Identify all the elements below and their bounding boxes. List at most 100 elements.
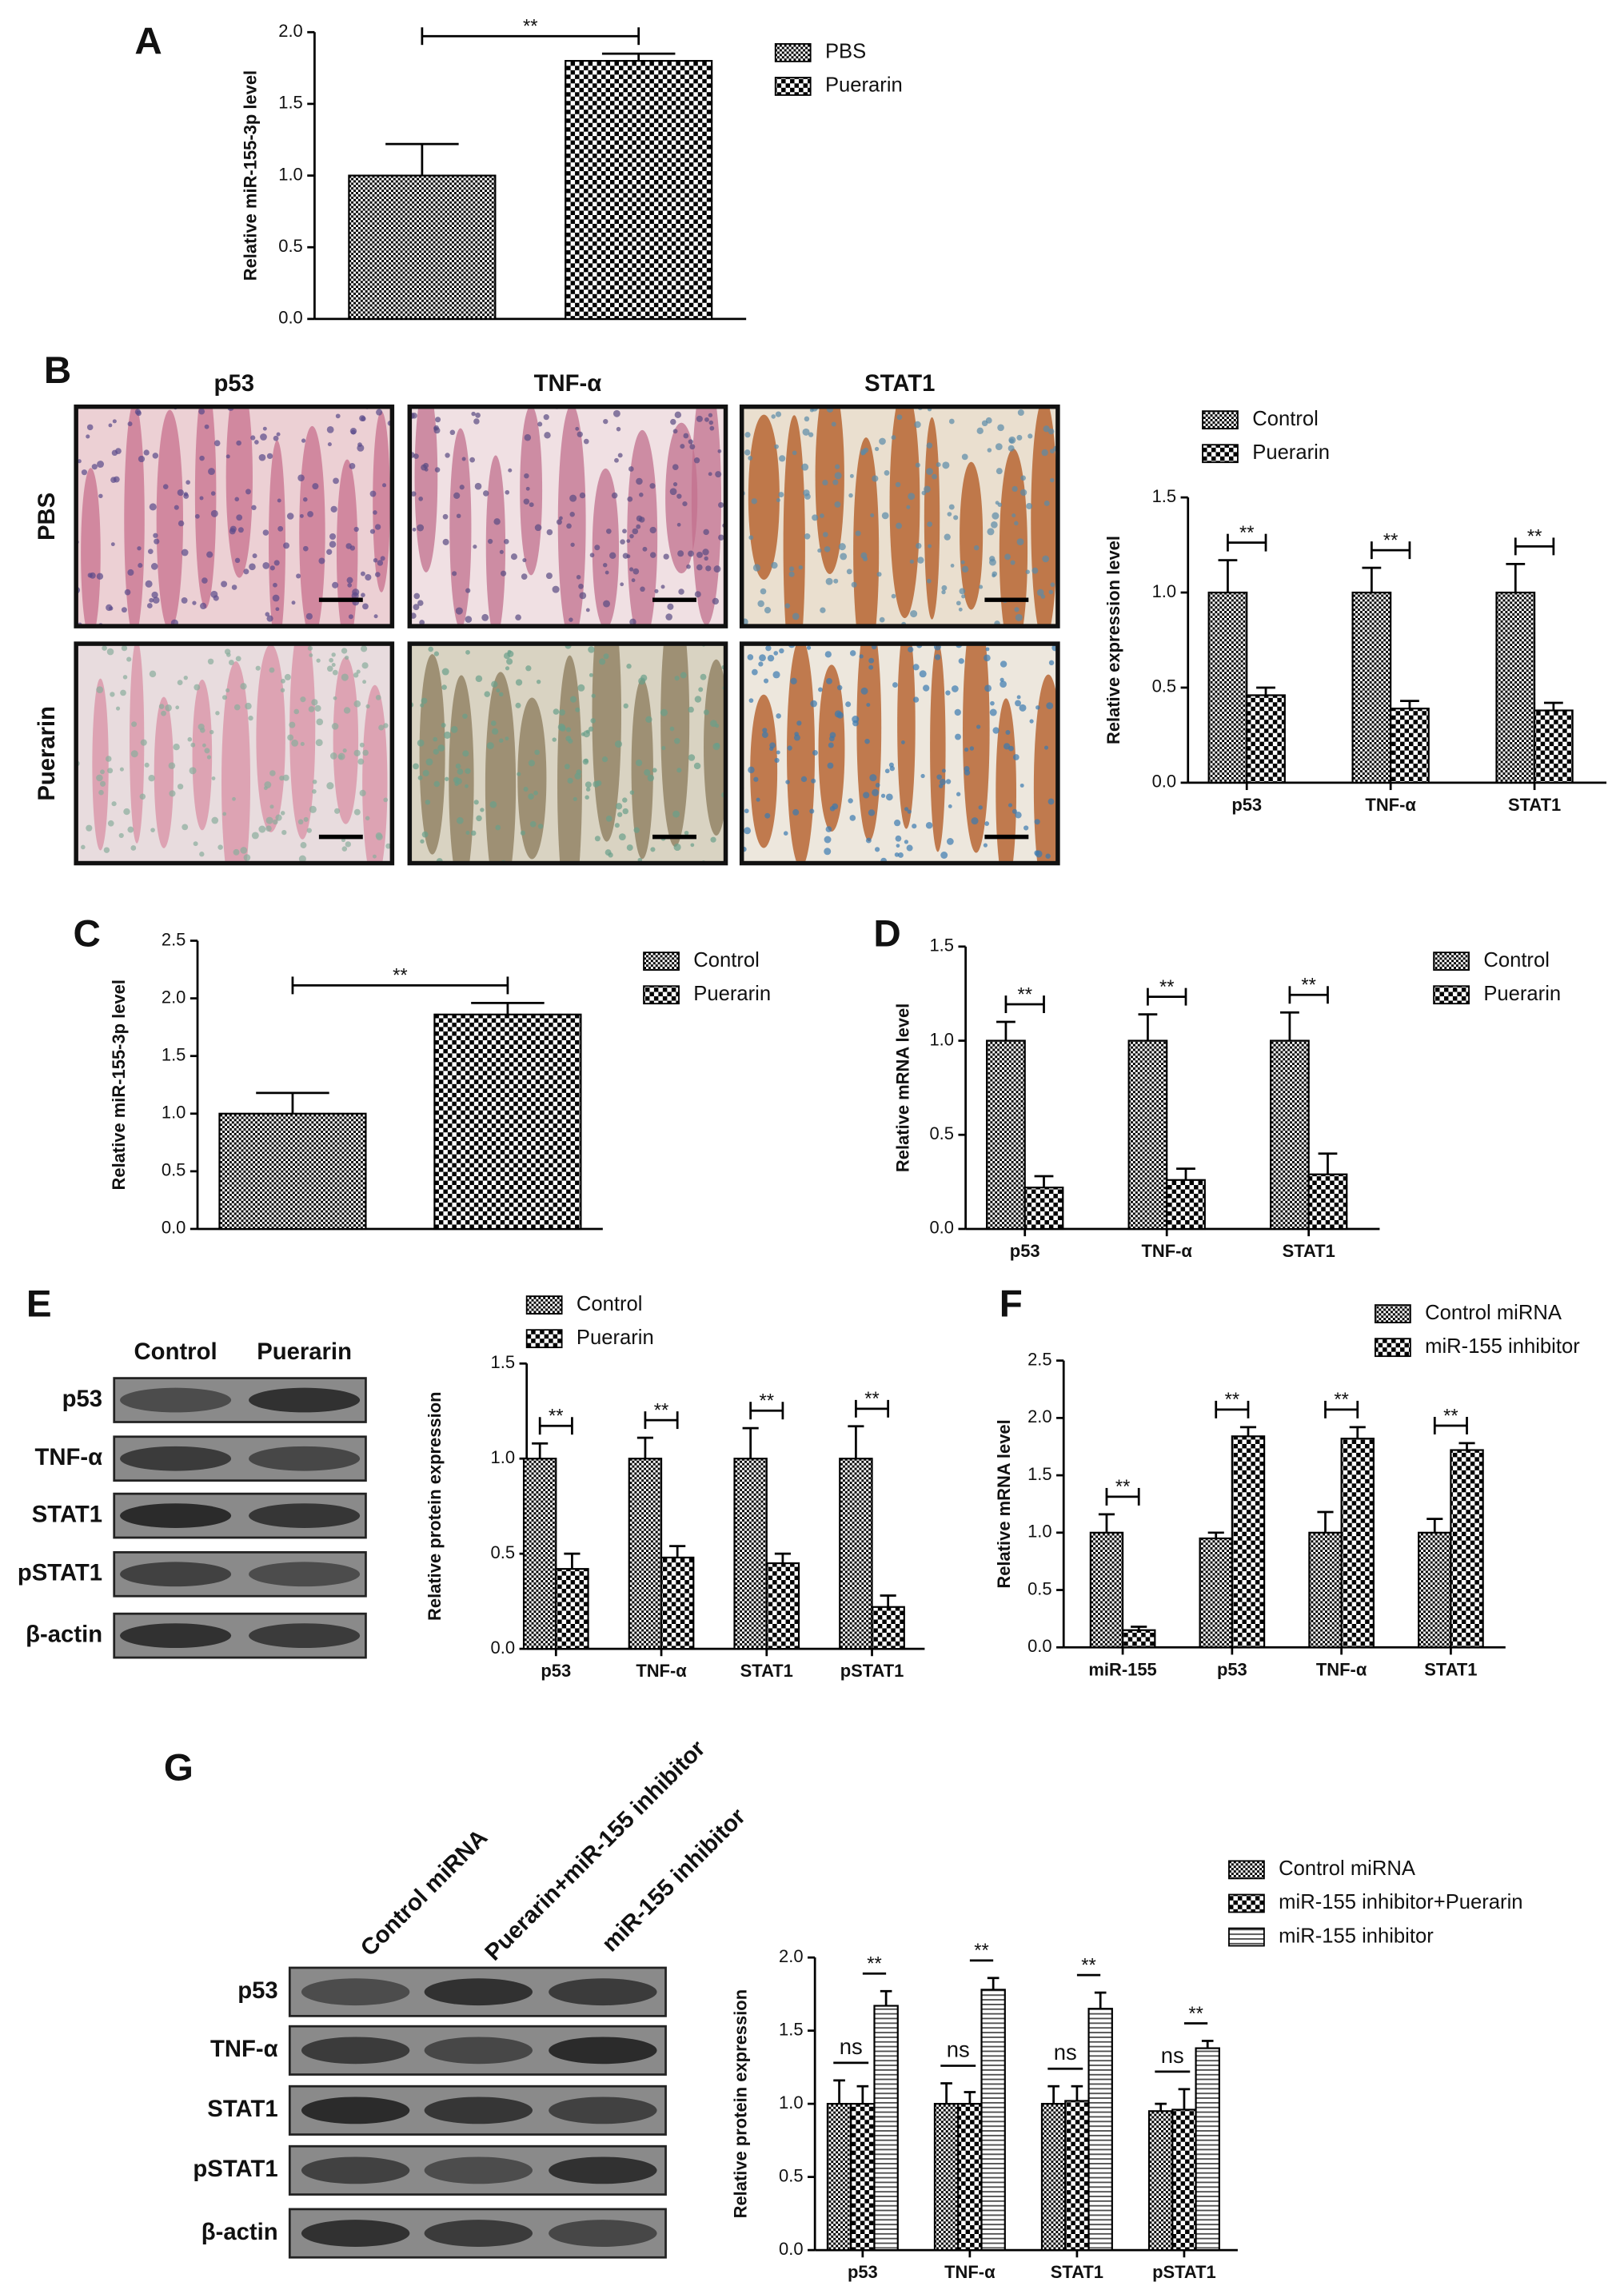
bar — [1166, 1179, 1206, 1231]
y-tick-label: 0.5 — [779, 2165, 804, 2185]
cell — [297, 474, 305, 481]
cell — [265, 612, 270, 617]
cell — [308, 706, 315, 712]
bar — [1351, 591, 1392, 784]
cell — [860, 552, 868, 559]
blot-column-label: Control miRNA — [356, 1825, 493, 1961]
bar — [1308, 1531, 1343, 1649]
y-tick-label: 1.5 — [162, 1044, 186, 1064]
cell — [127, 421, 133, 427]
cell — [327, 442, 332, 447]
cell — [1034, 819, 1040, 825]
cell — [1015, 812, 1022, 819]
cell — [445, 776, 449, 781]
cell — [1042, 555, 1050, 563]
cell — [106, 648, 114, 656]
cell — [796, 720, 802, 726]
cell — [499, 692, 504, 697]
cell — [809, 808, 815, 814]
cell — [792, 612, 800, 620]
cell — [904, 807, 909, 812]
significance-label: ns — [840, 2034, 863, 2059]
cell — [775, 411, 782, 417]
cell — [703, 529, 709, 536]
cell — [140, 739, 147, 746]
cell — [575, 426, 580, 431]
cell — [603, 600, 610, 608]
cell — [217, 844, 223, 850]
cell — [824, 836, 832, 844]
cell — [585, 787, 591, 792]
cell — [1004, 553, 1011, 561]
cell — [269, 804, 274, 809]
cell — [849, 815, 856, 821]
cell — [237, 527, 244, 533]
image-frame — [74, 404, 395, 628]
blot-band — [120, 1446, 232, 1471]
cell — [119, 767, 124, 772]
cell — [1014, 607, 1019, 612]
tissue-streak — [256, 644, 285, 832]
cell — [894, 852, 900, 857]
cell — [491, 680, 498, 688]
cell — [1000, 680, 1007, 688]
blot-row-label: β-actin — [202, 2220, 278, 2245]
cell — [917, 557, 924, 564]
cell — [820, 607, 826, 613]
blot-band — [549, 1978, 657, 2006]
cell — [475, 413, 481, 418]
cell — [441, 684, 447, 690]
cell — [437, 744, 445, 752]
cell — [359, 742, 365, 748]
image-row-title: PBS — [34, 493, 60, 541]
cell — [626, 844, 633, 852]
cell — [767, 654, 775, 662]
tissue-streak — [154, 696, 174, 848]
cell — [589, 672, 593, 677]
legend-swatch — [1228, 1860, 1265, 1880]
cell — [378, 724, 385, 731]
cell — [667, 603, 674, 610]
cell — [465, 784, 469, 788]
cell — [146, 603, 153, 608]
cell — [683, 433, 689, 439]
cell — [332, 669, 338, 676]
tissue-streak — [449, 428, 472, 627]
x-tick-label: miR-155 — [1088, 1659, 1156, 1679]
x-tick-label: STAT1 — [1051, 2262, 1103, 2282]
blot-band — [120, 1387, 232, 1413]
tissue-streak — [750, 694, 778, 848]
cell — [470, 830, 477, 836]
cell — [177, 784, 184, 790]
cell — [352, 588, 360, 596]
x-tick-label: STAT1 — [1508, 795, 1561, 815]
cell — [457, 768, 464, 775]
cell — [827, 762, 834, 769]
cell — [617, 812, 623, 817]
cell — [473, 418, 480, 425]
cell — [895, 481, 901, 488]
cell — [450, 726, 458, 733]
cell — [872, 788, 880, 796]
cell — [273, 582, 277, 588]
cell — [361, 662, 369, 669]
cell — [824, 546, 831, 553]
significance-label: ** — [1017, 983, 1032, 1005]
cell — [545, 573, 553, 580]
cell — [86, 434, 90, 439]
blot-band — [249, 1562, 361, 1587]
cell — [177, 489, 184, 497]
cell — [605, 570, 609, 575]
image-column-title: TNF-α — [534, 371, 602, 397]
cell — [524, 434, 532, 441]
cell — [626, 664, 632, 669]
cell — [817, 548, 822, 553]
cell — [865, 837, 872, 844]
cell — [942, 461, 950, 469]
cell — [178, 520, 185, 527]
cell — [712, 597, 719, 605]
x-tick-label: p53 — [1010, 1241, 1040, 1261]
cell — [258, 453, 266, 461]
cell — [1047, 428, 1055, 435]
cell — [326, 782, 334, 790]
